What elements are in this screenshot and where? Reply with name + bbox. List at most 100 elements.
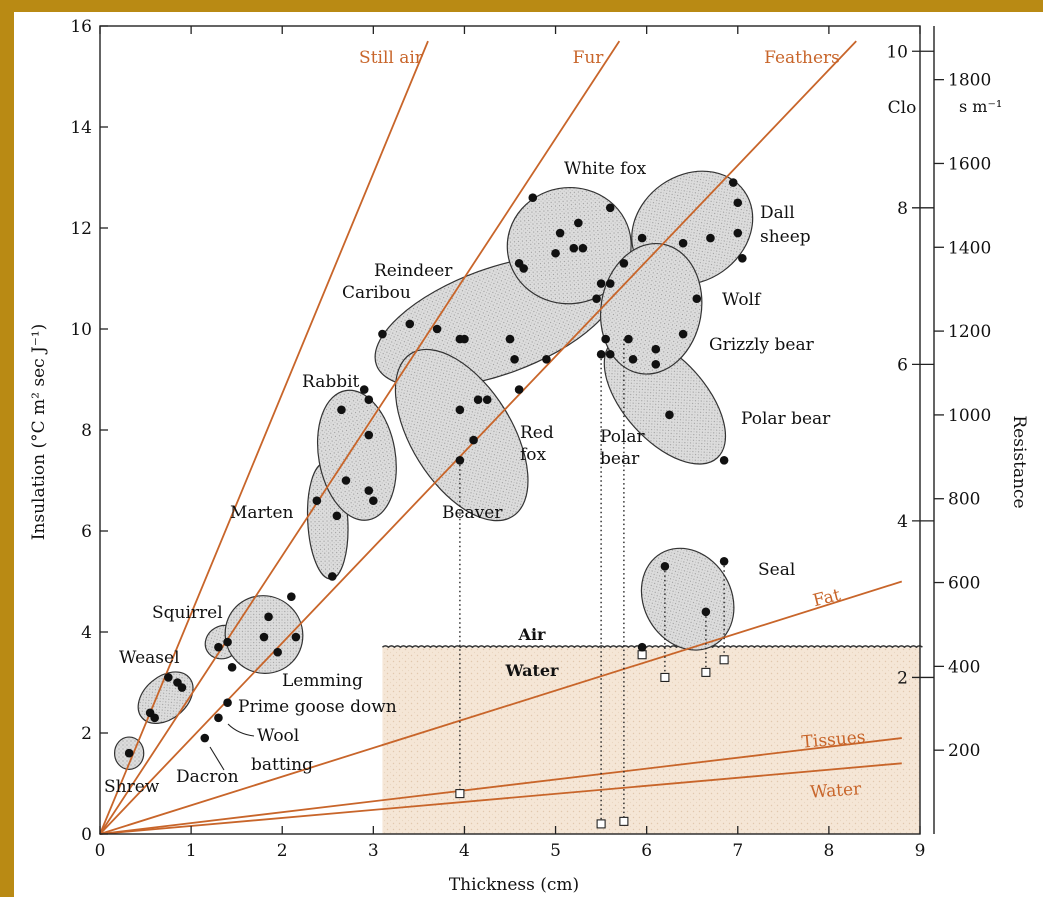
in-water-point bbox=[619, 816, 629, 826]
data-point bbox=[273, 647, 282, 657]
label-wool-batting-2: batting bbox=[251, 755, 313, 775]
data-point bbox=[341, 476, 351, 485]
data-point bbox=[605, 279, 615, 288]
data-point bbox=[660, 562, 670, 571]
label-marten: Marten bbox=[230, 503, 294, 523]
water-region bbox=[382, 647, 920, 834]
ref-label-fat: Fat bbox=[811, 585, 843, 611]
clo-tick-label: 8 bbox=[897, 199, 908, 219]
label-polar-bear: Polar bear bbox=[741, 409, 831, 429]
data-point bbox=[692, 294, 702, 304]
x-tick-label: 9 bbox=[915, 841, 926, 861]
label-caribou: Caribou bbox=[342, 283, 411, 303]
label-prime-goose-down: Prime goose down bbox=[238, 697, 397, 717]
clo-axis-label: Clo bbox=[888, 98, 917, 118]
data-point bbox=[678, 238, 688, 248]
clo-tick-label: 6 bbox=[897, 355, 908, 375]
data-point bbox=[364, 486, 374, 495]
y-tick-label: 14 bbox=[70, 118, 92, 138]
data-point bbox=[651, 344, 661, 354]
data-point bbox=[287, 592, 296, 601]
x-tick-label: 8 bbox=[823, 841, 834, 861]
data-point bbox=[706, 233, 715, 243]
data-point bbox=[551, 248, 560, 258]
in-water-point bbox=[596, 819, 606, 829]
data-point bbox=[214, 713, 223, 723]
in-water-point bbox=[660, 672, 670, 683]
data-point bbox=[596, 279, 606, 288]
label-weasel: Weasel bbox=[119, 648, 180, 668]
data-point bbox=[364, 395, 374, 405]
water-surface-line bbox=[381, 645, 923, 649]
reference-line-still-air bbox=[99, 40, 429, 835]
data-point bbox=[259, 632, 269, 642]
x-axis-label: Thickness (cm) bbox=[449, 875, 579, 895]
data-point bbox=[473, 395, 483, 405]
data-point bbox=[505, 334, 515, 344]
data-point bbox=[555, 228, 565, 238]
label-rabbit: Rabbit bbox=[302, 372, 360, 392]
resistance-axis-label: Resistance bbox=[1009, 415, 1029, 508]
y-tick-label: 2 bbox=[81, 724, 92, 744]
data-point bbox=[223, 637, 232, 647]
data-point bbox=[469, 435, 478, 445]
data-point bbox=[455, 405, 465, 415]
data-point bbox=[542, 355, 551, 364]
data-point bbox=[665, 410, 674, 420]
label-polar-bear-water-1: Polar bbox=[600, 427, 646, 447]
label-white-fox: White fox bbox=[564, 159, 647, 179]
leader-wool bbox=[227, 723, 255, 737]
data-point bbox=[596, 349, 606, 359]
blob-rabbit bbox=[316, 389, 397, 521]
data-point bbox=[701, 607, 711, 617]
data-point bbox=[628, 355, 638, 364]
data-point bbox=[719, 456, 729, 465]
clo-tick-label: 4 bbox=[897, 512, 908, 532]
data-point bbox=[227, 663, 237, 672]
resistance-tick-label: 1600 bbox=[948, 154, 991, 174]
data-point bbox=[651, 360, 661, 369]
data-point bbox=[728, 178, 738, 187]
region-label-air: Air bbox=[518, 625, 546, 644]
data-point bbox=[328, 572, 337, 581]
data-point bbox=[733, 228, 743, 238]
data-point bbox=[177, 683, 187, 692]
data-point bbox=[359, 385, 369, 394]
region-label-water: Water bbox=[505, 661, 560, 680]
data-point bbox=[738, 254, 747, 263]
clo-tick-label: 2 bbox=[897, 668, 908, 688]
label-red-fox-1: Red bbox=[520, 423, 554, 443]
label-lemming: Lemming bbox=[282, 671, 363, 691]
data-point bbox=[592, 294, 601, 304]
leader-lines bbox=[209, 723, 255, 771]
label-red-fox-2: fox bbox=[520, 445, 547, 465]
data-point bbox=[124, 748, 134, 758]
data-point bbox=[364, 430, 374, 440]
data-point bbox=[164, 673, 173, 682]
data-point bbox=[264, 612, 273, 622]
ref-label-still-air: Still air bbox=[359, 48, 424, 68]
data-point bbox=[619, 259, 629, 268]
y-tick-label: 4 bbox=[81, 623, 92, 643]
label-dacron: Dacron bbox=[176, 767, 239, 787]
data-point bbox=[578, 243, 588, 253]
data-point bbox=[455, 456, 465, 465]
data-point bbox=[150, 713, 159, 723]
label-seal: Seal bbox=[758, 560, 795, 580]
bottom-axis-ticks: 0 1 2 3 4 5 6 7 8 9 bbox=[95, 26, 926, 861]
x-tick-label: 5 bbox=[550, 841, 561, 861]
data-point bbox=[637, 233, 647, 243]
resistance-tick-label: 200 bbox=[948, 741, 980, 761]
data-point bbox=[637, 642, 647, 652]
blob-white-fox bbox=[506, 186, 632, 305]
data-point bbox=[601, 334, 610, 344]
y-tick-label: 6 bbox=[81, 522, 92, 542]
clo-tick-label: 10 bbox=[886, 42, 908, 62]
label-polar-bear-water-2: bear bbox=[600, 449, 640, 469]
data-point bbox=[223, 698, 232, 707]
ref-label-fur: Fur bbox=[573, 48, 605, 68]
right-axis-ticks: 2 4 6 8 10 200 400 600 800 1000 1200 1400 1600 1800 bbox=[886, 26, 991, 834]
group-labels: Shrew Weasel Squirrel Lemming Marten Rab… bbox=[104, 159, 831, 797]
resistance-tick-label: 1400 bbox=[948, 238, 991, 258]
label-wolf: Wolf bbox=[722, 290, 762, 310]
